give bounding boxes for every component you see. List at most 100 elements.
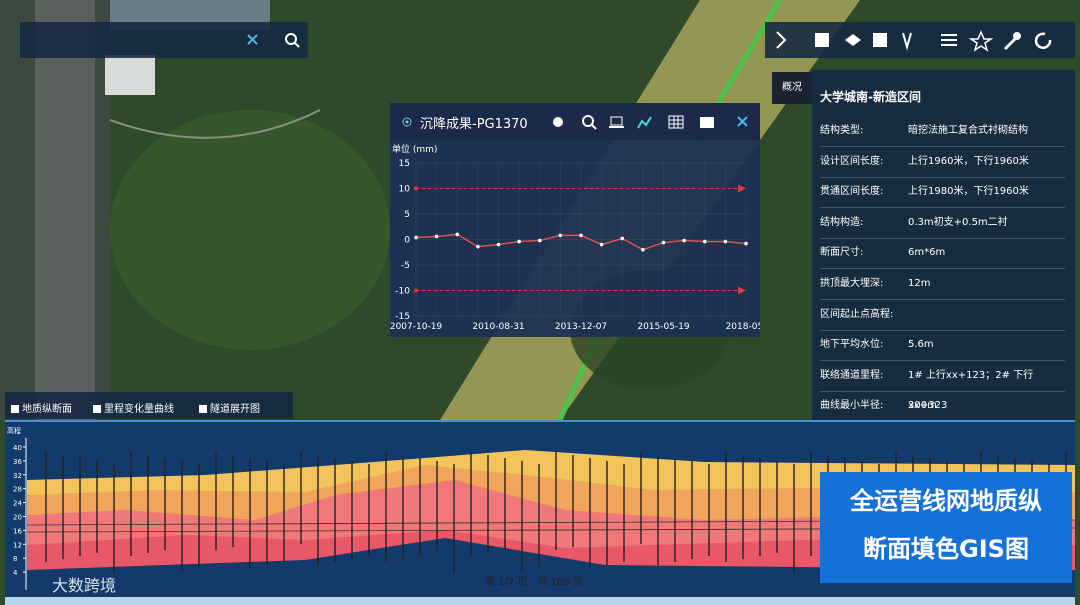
y-tick-label: -10 — [395, 287, 410, 297]
point — [434, 234, 439, 239]
borehole — [198, 464, 200, 568]
borehole — [232, 455, 234, 547]
borehole — [742, 455, 744, 559]
borehole — [776, 461, 778, 553]
borehole — [538, 464, 540, 568]
profile-tick-label: 24 — [13, 500, 22, 508]
borehole — [725, 452, 727, 562]
popup-title: 沉降成果-PG1370 — [420, 117, 528, 132]
search-icons — [247, 33, 300, 48]
borehole — [470, 452, 472, 556]
borehole — [691, 461, 693, 559]
banner-line: 断面填色GIS图 — [863, 535, 1029, 563]
alarm-arrow — [738, 286, 746, 295]
borehole — [385, 452, 387, 562]
alarm-dot — [414, 186, 418, 191]
checkbox — [93, 405, 101, 413]
layer-checkbox[interactable]: 隧道展开图 — [199, 400, 260, 415]
info-row: 断面尺寸: 6m*6m — [820, 238, 1065, 270]
borehole — [79, 458, 81, 556]
borehole — [300, 452, 302, 544]
x-tick-label: 2007-10-19 — [390, 322, 442, 332]
borehole — [402, 455, 404, 559]
checkbox — [199, 405, 207, 413]
borehole — [521, 461, 523, 571]
info-title: 大学城南-新造区间 — [820, 90, 921, 104]
info-value: 5.6m — [908, 339, 934, 351]
profile-tick-label: 16 — [13, 527, 22, 535]
point — [620, 236, 625, 241]
x-tick-label: 2015-05-19 — [637, 322, 690, 332]
point — [414, 235, 418, 240]
point — [476, 244, 480, 249]
point — [723, 239, 728, 244]
info-label: 拱顶最大埋深: — [820, 278, 884, 289]
layer-bar: 地质纵断面 里程变化量曲线 隧道展开图 — [5, 392, 293, 419]
borehole — [572, 455, 574, 547]
info-row: 结构类型: 暗挖法施工复合式衬砌结构 — [820, 116, 1065, 147]
point — [641, 247, 645, 252]
info-panel: 大学城南-新造区间 结构类型: 暗挖法施工复合式衬砌结构设计区间长度: 上行1960… — [812, 70, 1075, 423]
layer-checkbox[interactable]: 里程变化量曲线 — [93, 400, 174, 415]
y-tick-label: -5 — [401, 261, 410, 271]
x-tick-label: 2018-05- — [726, 322, 760, 332]
info-row: 曲线最小半径: 300m — [820, 391, 1065, 423]
profile-tick-label: 40 — [13, 444, 22, 452]
toolbar[interactable] — [765, 22, 1075, 58]
banner: 全运营线网地质纵 断面填色GIS图 — [820, 472, 1072, 583]
info-value: 上行1960米，下行1960米 — [908, 155, 1029, 167]
borehole — [317, 455, 319, 565]
info-label: 断面尺寸: — [820, 247, 864, 259]
borehole — [623, 464, 625, 562]
y-tick-label: -15 — [395, 312, 410, 322]
popup-icon — [402, 117, 412, 127]
y-tick-label: 5 — [404, 210, 410, 220]
borehole — [249, 458, 251, 568]
info-row: 联络通道里程: 1# 上行xx+123；2# 下行 xx+323 — [820, 361, 1065, 411]
info-value: 上行1980米，下行1960米 — [908, 186, 1029, 198]
point — [455, 232, 460, 237]
x-tick-label: 2013-12-07 — [555, 322, 607, 332]
info-label: 区间起止点高程: — [820, 308, 894, 320]
borehole — [793, 464, 795, 574]
borehole — [113, 464, 115, 574]
info-row: 地下平均水位: 5.6m — [820, 330, 1065, 362]
borehole — [266, 461, 268, 565]
info-row: 设计区间长度: 上行1960米，下行1960米 — [820, 147, 1065, 178]
borehole — [419, 458, 421, 556]
point — [537, 238, 542, 243]
info-value: 1# 上行xx+123；2# 下行 xx+323 — [908, 369, 1034, 411]
borehole — [555, 452, 557, 550]
profile-y-label: 高程 — [7, 426, 21, 435]
borehole — [351, 461, 353, 559]
profile-tick-label: 32 — [13, 472, 22, 480]
profile-tick-label: 4 — [13, 569, 18, 577]
point — [558, 233, 563, 238]
profile-tick-label: 36 — [13, 458, 22, 466]
borehole — [810, 452, 812, 556]
popup-tools[interactable] — [550, 113, 755, 131]
point — [517, 239, 521, 244]
info-row: 结构构造: 0.3m初支+0.5m二衬 — [820, 208, 1065, 239]
layer-label: 隧道展开图 — [210, 404, 260, 415]
point — [599, 242, 604, 247]
point — [661, 240, 666, 245]
info-label: 联络通道里程: — [820, 369, 884, 381]
profile-tick-label: 8 — [13, 555, 17, 563]
info-label: 地下平均水位: — [820, 339, 884, 351]
borehole — [589, 458, 591, 568]
point — [496, 242, 501, 247]
layer-label: 地质纵断面 — [22, 404, 72, 415]
layer-checkbox[interactable]: 地质纵断面 — [11, 400, 72, 415]
info-value: 6m*6m — [908, 247, 946, 259]
info-label: 设计区间长度: — [820, 155, 884, 167]
search-box[interactable] — [20, 22, 308, 58]
checkbox — [11, 405, 19, 413]
side-tab[interactable]: 概况 — [772, 72, 812, 104]
borehole — [674, 458, 676, 562]
info-label: 贯通区间长度: — [820, 186, 884, 198]
popup: 沉降成果-PG1370 单位 (mm) 15 10 5 0 -5 -10 -15 2007-10… — [390, 103, 760, 337]
info-value: 0.3m初支+0.5m二衬 — [908, 216, 1008, 228]
